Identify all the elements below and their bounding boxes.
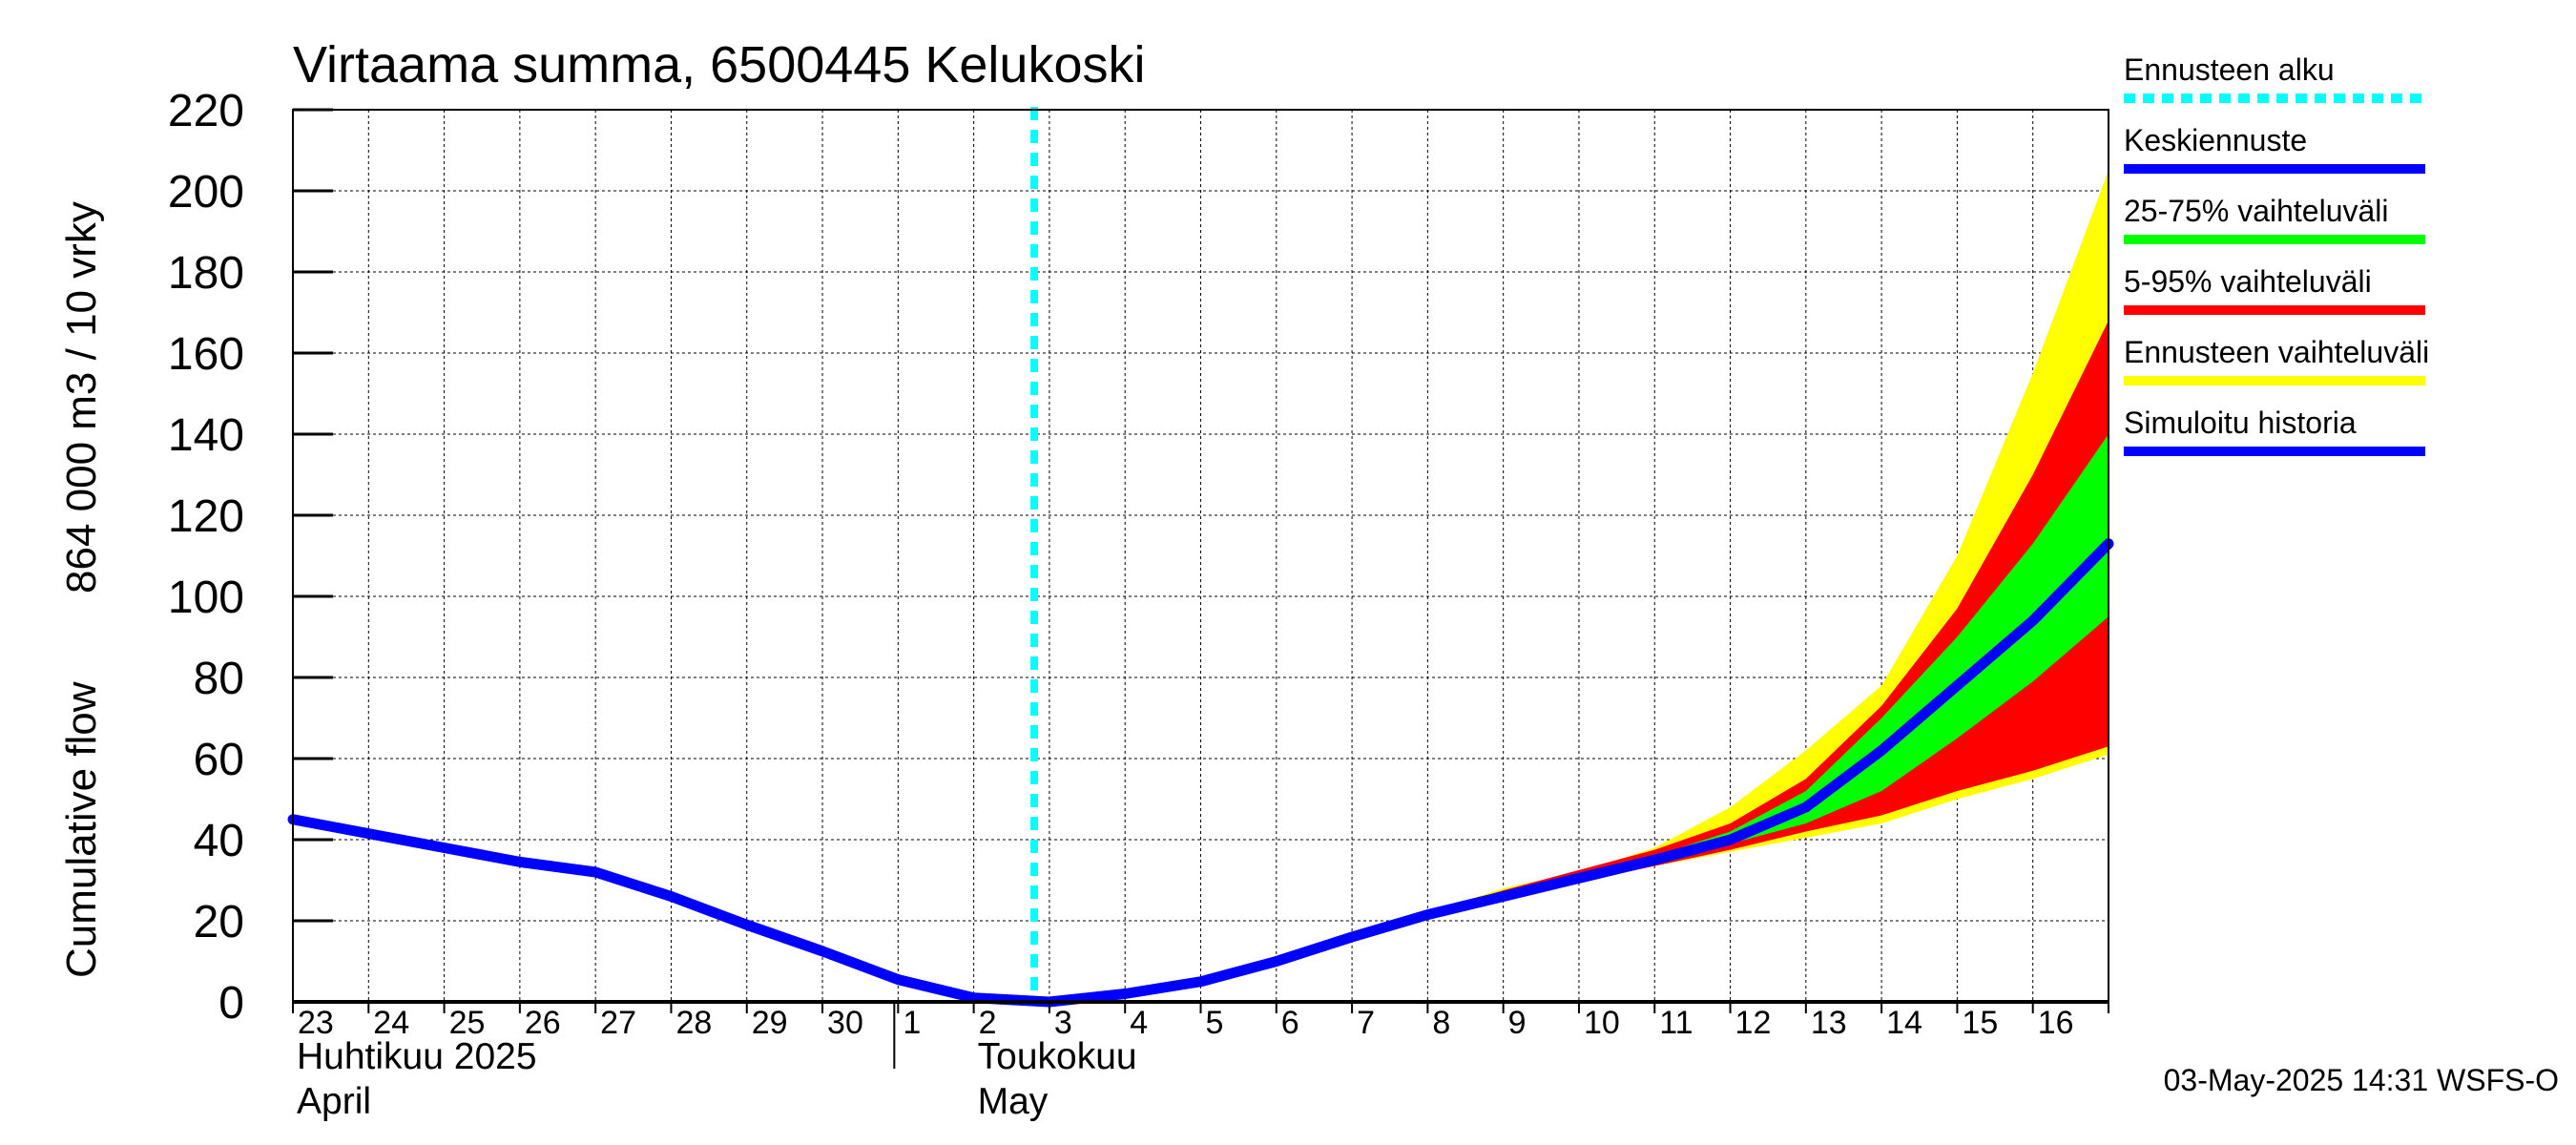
x-tick-label: 10 xyxy=(1584,1005,1620,1041)
line-keskiennuste xyxy=(1044,538,2114,1008)
x-tick-label: 23 xyxy=(298,1005,334,1041)
x-tick-label: 1 xyxy=(903,1005,921,1041)
month-label-line2: May xyxy=(978,1081,1049,1122)
legend-item: Ennusteen vaihteluväli xyxy=(2124,335,2429,385)
x-tick-label: 15 xyxy=(1962,1005,1998,1041)
x-tick-label: 2 xyxy=(979,1005,997,1041)
x-tick-label: 9 xyxy=(1508,1005,1527,1041)
x-tick-label: 7 xyxy=(1357,1005,1375,1041)
x-tick-label: 29 xyxy=(752,1005,788,1041)
x-tick-label: 11 xyxy=(1659,1005,1693,1041)
legend-item: Ennusteen alku xyxy=(2124,52,2425,103)
month-label-line1: Toukokuu xyxy=(978,1036,1137,1077)
legend: Ennusteen alku Keskiennuste 25-75% vaihtel… xyxy=(2124,52,2429,456)
legend-label: Simuloitu historia xyxy=(2124,406,2357,440)
y-tick-label: 0 xyxy=(218,978,244,1029)
chart-title: Virtaama summa, 6500445 Kelukoski xyxy=(293,36,1145,94)
legend-label: 25-75% vaihteluväli xyxy=(2124,194,2389,228)
month-label-line1: Huhtikuu 2025 xyxy=(297,1036,537,1077)
y-tick-label: 140 xyxy=(168,410,244,461)
x-tick-label: 30 xyxy=(827,1005,863,1041)
x-tick-label: 6 xyxy=(1281,1005,1299,1041)
y-tick-label: 220 xyxy=(168,86,244,136)
x-axis-ticks: 23 24 25 26 27 28 29 30 1 2 3 4 5 6 7 8 9 10 11 12 13 14 15 16 xyxy=(292,1002,2109,1041)
y-tick-label: 180 xyxy=(168,248,244,299)
y-axis-label: Cumulative flow 864 000 m3 / 10 vrky xyxy=(58,201,105,978)
legend-item: 5-95% vaihteluväli xyxy=(2124,264,2425,315)
x-tick-label: 27 xyxy=(600,1005,636,1041)
x-tick-label: 13 xyxy=(1811,1005,1847,1041)
legend-label: Keskiennuste xyxy=(2124,123,2307,157)
legend-label: Ennusteen alku xyxy=(2124,52,2335,87)
legend-item: Simuloitu historia xyxy=(2124,406,2425,456)
x-tick-label: 24 xyxy=(373,1005,409,1041)
timestamp-footer: 03-May-2025 14:31 WSFS-O xyxy=(2164,1063,2559,1097)
y-tick-label: 120 xyxy=(168,491,244,542)
x-tick-label: 12 xyxy=(1735,1005,1772,1041)
x-tick-label: 26 xyxy=(525,1005,561,1041)
month-label-line2: April xyxy=(297,1081,371,1122)
y-tick-label: 80 xyxy=(194,654,244,704)
y-axis-label-top: 864 000 m3 / 10 vrky xyxy=(58,201,105,593)
y-axis-label-bottom: Cumulative flow xyxy=(58,681,105,978)
y-tick-label: 40 xyxy=(194,816,244,866)
x-tick-label: 28 xyxy=(675,1005,712,1041)
y-tick-label: 100 xyxy=(168,572,244,623)
legend-item: Keskiennuste xyxy=(2124,123,2425,174)
y-axis-ticks: 0 20 40 60 80 100 120 140 160 180 200 220 xyxy=(168,86,333,1029)
x-tick-label: 8 xyxy=(1432,1005,1450,1041)
y-tick-label: 200 xyxy=(168,167,244,218)
x-tick-label: 25 xyxy=(449,1005,486,1041)
x-tick-label: 3 xyxy=(1054,1005,1072,1041)
y-tick-label: 20 xyxy=(194,897,244,947)
forecast-bands xyxy=(1049,170,2109,1002)
x-tick-label: 14 xyxy=(1886,1005,1922,1041)
legend-label: 5-95% vaihteluväli xyxy=(2124,264,2372,299)
legend-item: 25-75% vaihteluväli xyxy=(2124,194,2425,244)
x-tick-label: 4 xyxy=(1130,1005,1148,1041)
legend-label: Ennusteen vaihteluväli xyxy=(2124,335,2429,369)
line-simuloitu-historia xyxy=(287,814,1055,1008)
band-25-75-vaihteluv-li xyxy=(1049,434,2109,1002)
y-tick-label: 160 xyxy=(168,329,244,380)
y-tick-label: 60 xyxy=(194,735,244,785)
series-lines xyxy=(287,538,2114,1008)
x-tick-label: 16 xyxy=(2038,1005,2074,1041)
x-tick-label: 5 xyxy=(1206,1005,1224,1041)
